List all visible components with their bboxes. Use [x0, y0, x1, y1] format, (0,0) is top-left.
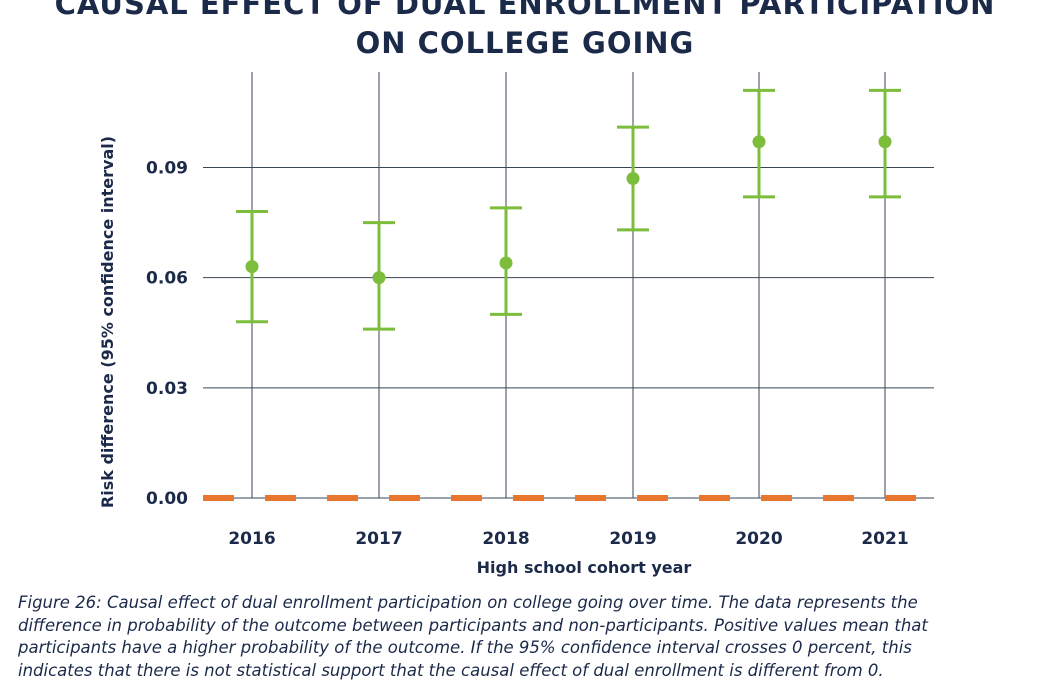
- figure-caption: Figure 26: Causal effect of dual enrollm…: [18, 592, 1038, 682]
- x-tick-label: 2018: [482, 529, 529, 549]
- x-tick-label: 2016: [228, 529, 275, 549]
- x-tick-label: 2020: [735, 529, 782, 549]
- data-point: [627, 172, 640, 185]
- y-axis-ticks: 0.00 0.03 0.06 0.09: [146, 158, 188, 509]
- caption-line: difference in probability of the outcome…: [18, 615, 1038, 638]
- data-point: [373, 271, 386, 284]
- data-point: [500, 256, 513, 269]
- caption-line: participants have a higher probability o…: [18, 637, 1038, 660]
- y-tick-label: 0.03: [146, 379, 188, 399]
- y-axis-label: Risk difference (95% confidence interval…: [98, 136, 117, 508]
- data-points: [246, 135, 892, 284]
- data-point: [246, 260, 259, 273]
- x-tick-label: 2019: [609, 529, 656, 549]
- y-tick-label: 0.06: [146, 269, 188, 289]
- x-tick-label: 2021: [861, 529, 908, 549]
- caption-line: Figure 26: Causal effect of dual enrollm…: [18, 592, 1038, 615]
- y-tick-label: 0.09: [146, 158, 188, 178]
- x-tick-label: 2017: [355, 529, 402, 549]
- y-tick-label: 0.00: [146, 489, 188, 509]
- data-point: [753, 135, 766, 148]
- chart-plot: 0.00 0.03 0.06 0.09 2016 2017 2018 2019 2020 202…: [0, 0, 1050, 590]
- data-point: [879, 135, 892, 148]
- caption-line: indicates that there is not statistical …: [18, 660, 1038, 682]
- x-axis-ticks: 2016 2017 2018 2019 2020 2021: [228, 529, 908, 549]
- grid-lines: [203, 72, 934, 498]
- x-axis-label: High school cohort year: [477, 558, 692, 577]
- error-bars: [236, 90, 901, 329]
